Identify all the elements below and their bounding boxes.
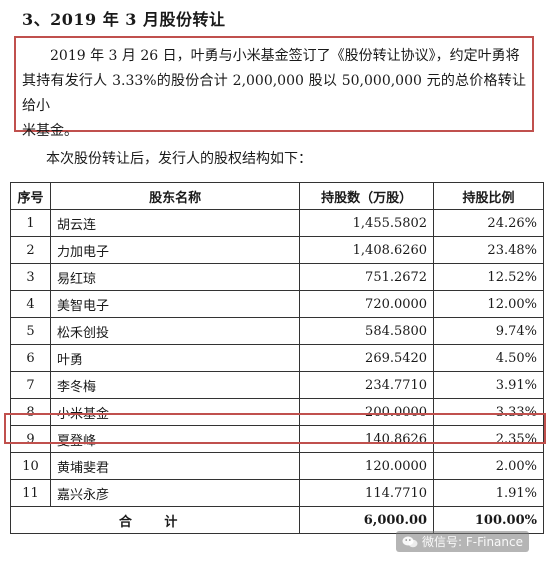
paragraph-line-2: 其持有发行人 3.33%的股份合计 2,000,000 股以 50,000,00… xyxy=(22,73,526,114)
row-ratio: 2.35% xyxy=(433,425,544,453)
row-name: 松禾创投 xyxy=(49,317,301,345)
watermark: 微信号: F-Finance xyxy=(396,531,529,552)
row-shares: 751.2672 xyxy=(299,263,435,291)
row-no: 9 xyxy=(10,425,51,453)
table-row: 2 力加电子 1,408.6260 23.48% xyxy=(10,236,544,264)
row-ratio: 1.91% xyxy=(433,479,544,507)
row-no: 5 xyxy=(10,317,51,345)
table-row: 7 李冬梅 234.7710 3.91% xyxy=(10,371,544,399)
row-ratio: 9.74% xyxy=(433,317,544,345)
table-total-row: 合 计 6,000.00 100.00% xyxy=(9,506,544,534)
row-ratio: 24.26% xyxy=(433,209,544,237)
row-shares: 584.5800 xyxy=(299,317,435,345)
row-name: 李冬梅 xyxy=(49,371,301,399)
wechat-icon xyxy=(402,536,418,547)
table-row: 11 嘉兴永彦 114.7710 1.91% xyxy=(10,479,544,507)
row-shares: 234.7710 xyxy=(299,371,435,399)
row-ratio: 23.48% xyxy=(433,236,544,264)
row-name: 叶勇 xyxy=(49,344,301,372)
row-no: 1 xyxy=(10,209,51,237)
header-no: 序号 xyxy=(10,182,51,210)
table-row: 3 易红琼 751.2672 12.52% xyxy=(10,263,544,291)
row-shares: 114.7710 xyxy=(299,479,435,507)
table-row: 5 松禾创投 584.5800 9.74% xyxy=(10,317,544,345)
table-header-row: 序号 股东名称 持股数（万股） 持股比例 xyxy=(10,182,544,210)
row-name: 小米基金 xyxy=(49,398,301,426)
table-row: 10 黄埔斐君 120.0000 2.00% xyxy=(10,452,544,480)
row-shares: 269.5420 xyxy=(299,344,435,372)
total-shares: 6,000.00 xyxy=(299,506,435,534)
paragraph-line-3: 米基金。 xyxy=(22,123,78,139)
row-name: 易红琼 xyxy=(49,263,301,291)
row-no: 7 xyxy=(10,371,51,399)
table-row: 1 胡云连 1,455.5802 24.26% xyxy=(10,209,544,237)
watermark-text: 微信号: F-Finance xyxy=(422,535,523,549)
header-ratio: 持股比例 xyxy=(433,182,544,210)
row-ratio: 12.52% xyxy=(433,263,544,291)
row-shares: 1,408.6260 xyxy=(299,236,435,264)
section-heading: 3、2019 年 3 月股份转让 xyxy=(22,10,226,29)
total-ratio: 100.00% xyxy=(433,506,544,534)
row-no: 3 xyxy=(10,263,51,291)
shareholder-table: 序号 股东名称 持股数（万股） 持股比例 1 胡云连 1,455.5802 24.26… xyxy=(9,182,544,534)
row-no: 4 xyxy=(10,290,51,318)
row-name: 夏登峰 xyxy=(49,425,301,453)
row-shares: 200.0000 xyxy=(299,398,435,426)
row-name: 美智电子 xyxy=(49,290,301,318)
row-no: 11 xyxy=(10,479,51,507)
row-name: 黄埔斐君 xyxy=(49,452,301,480)
header-shares: 持股数（万股） xyxy=(299,182,435,210)
row-no: 8 xyxy=(10,398,51,426)
table-row: 4 美智电子 720.0000 12.00% xyxy=(10,290,544,318)
table-intro: 本次股份转让后，发行人的股权结构如下： xyxy=(46,151,312,167)
table-row: 6 叶勇 269.5420 4.50% xyxy=(10,344,544,372)
row-name: 胡云连 xyxy=(49,209,301,237)
table-row: 9 夏登峰 140.8626 2.35% xyxy=(10,425,544,453)
paragraph-line-1: 2019 年 3 月 26 日，叶勇与小米基金签订了《股份转让协议》，约定叶勇将 xyxy=(50,48,520,64)
total-label: 合 计 xyxy=(9,506,301,534)
highlighted-paragraph: 2019 年 3 月 26 日，叶勇与小米基金签订了《股份转让协议》，约定叶勇将… xyxy=(14,36,534,139)
row-name: 嘉兴永彦 xyxy=(49,479,301,507)
row-ratio: 12.00% xyxy=(433,290,544,318)
row-ratio: 4.50% xyxy=(433,344,544,372)
row-shares: 720.0000 xyxy=(299,290,435,318)
row-ratio: 3.91% xyxy=(433,371,544,399)
row-shares: 120.0000 xyxy=(299,452,435,480)
header-name: 股东名称 xyxy=(49,182,301,210)
row-no: 2 xyxy=(10,236,51,264)
row-shares: 1,455.5802 xyxy=(299,209,435,237)
row-shares: 140.8626 xyxy=(299,425,435,453)
row-no: 10 xyxy=(10,452,51,480)
table-row: 8 小米基金 200.0000 3.33% xyxy=(10,398,544,426)
row-ratio: 2.00% xyxy=(433,452,544,480)
row-ratio: 3.33% xyxy=(433,398,544,426)
row-name: 力加电子 xyxy=(49,236,301,264)
row-no: 6 xyxy=(10,344,51,372)
